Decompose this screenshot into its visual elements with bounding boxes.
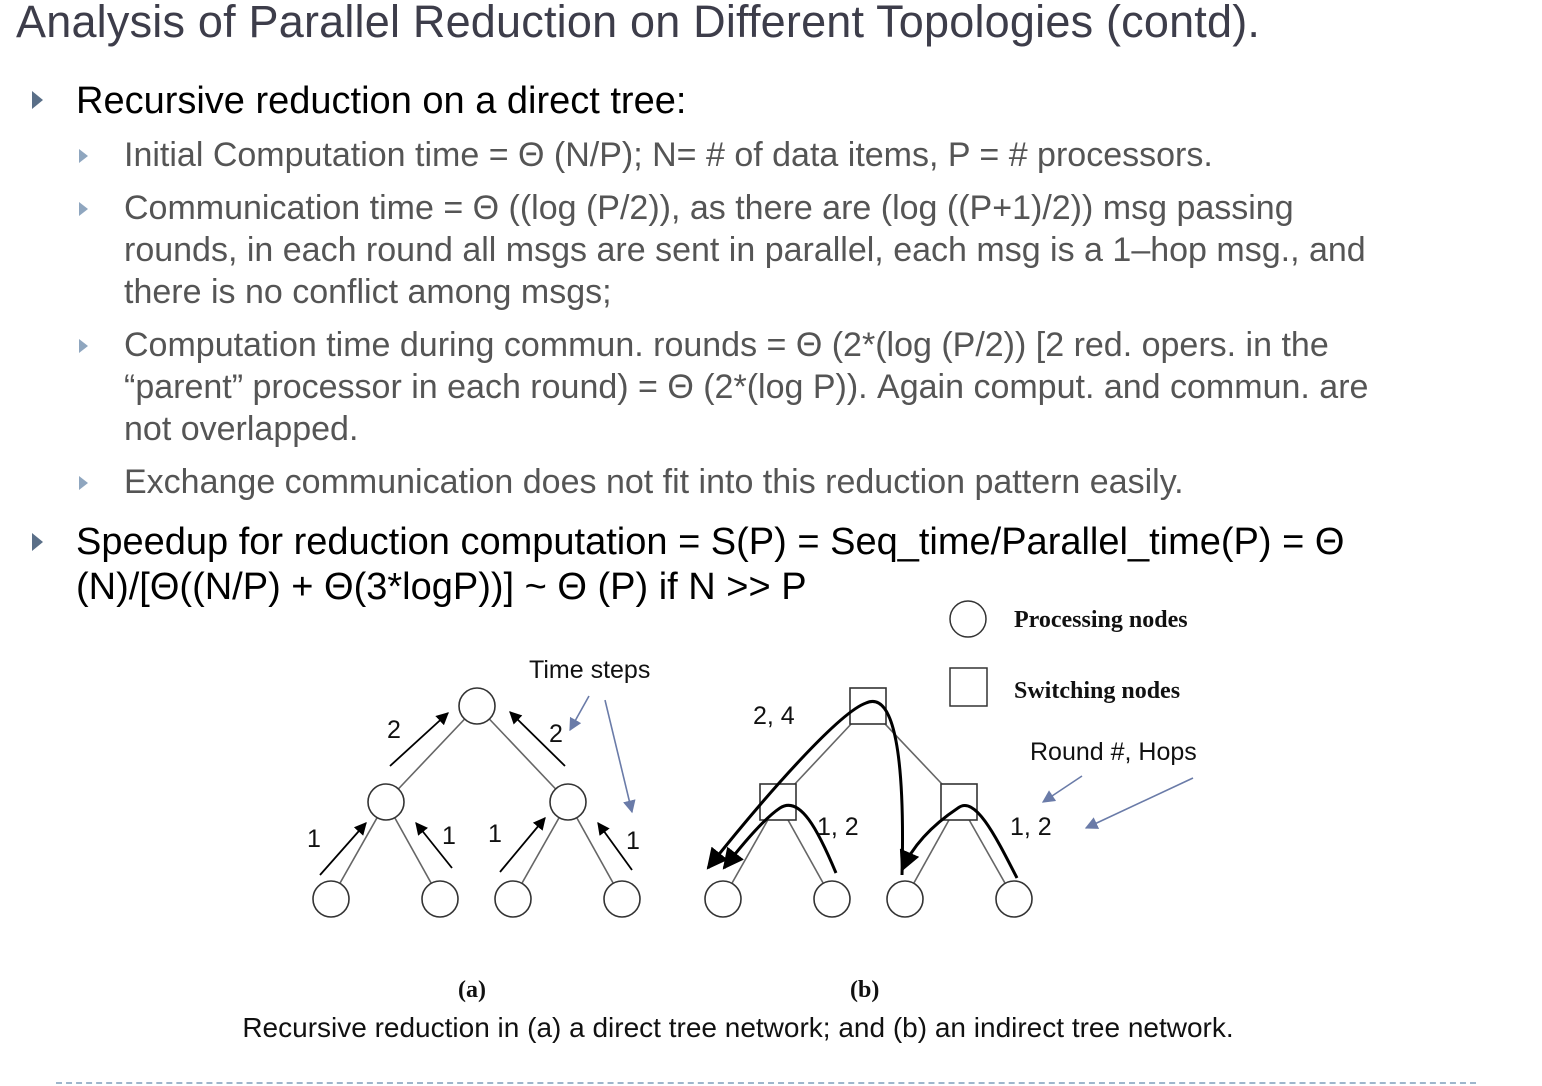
bullet-speedup-line-1: Speedup for reduction computation = S(P)… — [76, 521, 1345, 563]
sub-bullet-communication-line-3: there is no conflict among msgs; — [124, 273, 612, 311]
legend-switching-label: Switching nodes — [1014, 678, 1180, 704]
sub-bullet-arrow-icon — [79, 149, 88, 163]
tree-a-leaf-node — [494, 880, 532, 918]
tree-b-leaf-node — [995, 880, 1033, 918]
tree-a-label-top-left: 2 — [387, 716, 401, 744]
tree-b-nodes — [704, 880, 1033, 918]
tree-b-leaf-node — [704, 880, 742, 918]
legend-switching-node-icon — [949, 667, 988, 707]
tree-b-switches — [759, 687, 978, 821]
sub-bullet-computation-line-2: “parent” processor in each round) = Θ (2… — [124, 368, 1369, 406]
tree-b-label-right: 1, 2 — [1010, 813, 1052, 841]
tree-a-leaf-node — [421, 880, 459, 918]
tree-a-node — [367, 783, 405, 821]
round-hops-label: Round #, Hops — [1030, 738, 1197, 766]
tree-b-message-paths — [706, 700, 1019, 879]
tree-a-arrows — [319, 711, 633, 876]
sub-bullet-exchange: Exchange communication does not fit into… — [124, 463, 1184, 501]
slide-title: Analysis of Parallel Reduction on Differ… — [16, 0, 1261, 47]
round-hops-pointers — [1041, 775, 1194, 829]
legend-processing-node-icon — [949, 600, 987, 638]
tree-a-label-top-right: 2 — [549, 720, 563, 748]
bullet-speedup-line-2: (N)/[Θ((N/P) + Θ(3*logP))] ~ Θ (P) if N … — [76, 566, 807, 608]
time-steps-pointers — [569, 695, 636, 814]
tree-a-label-leaf-4: 1 — [626, 827, 640, 855]
figure-caption: Recursive reduction in (a) a direct tree… — [242, 1012, 1234, 1043]
footer-divider — [56, 1082, 1476, 1084]
sub-bullet-arrow-icon — [79, 476, 88, 490]
tree-a-label-leaf-3: 1 — [488, 820, 502, 848]
sub-bullet-arrow-icon — [79, 202, 88, 216]
tree-b-leaf-node — [813, 880, 851, 918]
tree-a-leaf-node — [312, 880, 350, 918]
tree-b-label-top: 2, 4 — [753, 702, 795, 730]
sub-bullet-arrow-icon — [79, 339, 88, 353]
tree-a-root-node — [458, 687, 496, 725]
tree-b-root-switch — [849, 687, 887, 725]
tree-a-leaf-node — [603, 880, 641, 918]
bullet-arrow-icon — [32, 91, 43, 109]
sub-bullet-computation-line-1: Computation time during commun. rounds =… — [124, 326, 1329, 364]
sub-bullet-initial-computation: Initial Computation time = Θ (N/P); N= #… — [124, 136, 1213, 174]
time-steps-label: Time steps — [529, 656, 650, 684]
bullet-arrow-icon — [32, 533, 43, 551]
figure-label-a: (a) — [458, 977, 486, 1003]
tree-b-label-left: 1, 2 — [817, 813, 859, 841]
bullet-recursive-reduction: Recursive reduction on a direct tree: — [76, 80, 687, 122]
tree-a-nodes — [312, 687, 641, 918]
sub-bullet-communication-line-1: Communication time = Θ ((log (P/2)), as … — [124, 189, 1294, 227]
figure-label-b: (b) — [850, 977, 879, 1003]
legend-processing-label: Processing nodes — [1014, 607, 1188, 633]
tree-a-label-leaf-1: 1 — [307, 825, 321, 853]
sub-bullet-communication-line-2: rounds, in each round all msgs are sent … — [124, 231, 1366, 269]
sub-bullet-computation-line-3: not overlapped. — [124, 410, 359, 448]
tree-b-switch — [759, 783, 797, 821]
tree-b-leaf-node — [886, 880, 924, 918]
tree-a-label-leaf-2: 1 — [442, 822, 456, 850]
tree-a-node — [549, 783, 587, 821]
